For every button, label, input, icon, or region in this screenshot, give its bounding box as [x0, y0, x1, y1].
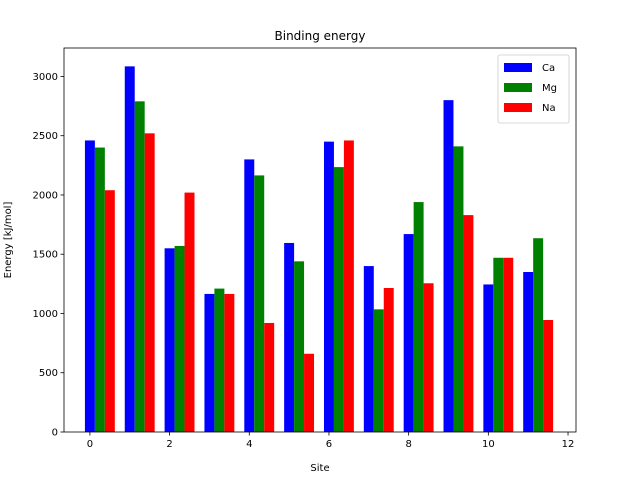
x-tick-label-4: 4	[246, 439, 252, 450]
bar-na-site-7	[383, 288, 394, 432]
bar-na-site-1	[144, 133, 155, 433]
bar-mg-site-7	[373, 309, 384, 432]
legend-swatch-mg	[504, 83, 532, 92]
bar-na-site-2	[184, 192, 195, 432]
bar-ca-site-0	[84, 140, 95, 432]
bar-ca-site-6	[323, 141, 334, 432]
y-tick-label-1000: 1000	[33, 309, 58, 320]
y-tick-label-500: 500	[39, 368, 58, 379]
bar-ca-site-8	[403, 234, 414, 432]
bar-na-site-9	[463, 215, 474, 432]
y-tick-label-2000: 2000	[33, 190, 58, 201]
bar-mg-site-0	[94, 147, 105, 433]
bar-na-site-4	[264, 322, 275, 432]
legend-swatch-na	[504, 103, 532, 112]
bar-mg-site-1	[134, 101, 145, 432]
x-tick-label-12: 12	[562, 439, 575, 450]
axes-frame	[63, 47, 577, 433]
bar-na-site-5	[304, 353, 315, 432]
bar-ca-site-1	[124, 66, 135, 433]
bar-na-site-11	[543, 320, 554, 432]
bar-mg-site-2	[174, 245, 185, 432]
bar-na-site-6	[343, 140, 354, 432]
bar-na-site-10	[503, 257, 514, 432]
bar-na-site-3	[224, 293, 235, 432]
bar-mg-site-10	[493, 257, 504, 432]
bar-mg-site-3	[214, 288, 225, 432]
y-axis-label: Energy [kJ/mol]	[3, 202, 14, 279]
legend-swatch-ca	[504, 63, 532, 72]
bar-ca-site-4	[244, 159, 255, 432]
x-tick-label-2: 2	[166, 439, 172, 450]
x-tick-label-6: 6	[326, 439, 332, 450]
bar-ca-site-2	[164, 248, 175, 432]
bar-mg-site-8	[413, 202, 424, 432]
y-tick-label-0: 0	[52, 428, 58, 439]
bar-mg-site-11	[533, 238, 544, 432]
bar-mg-site-4	[254, 175, 265, 432]
y-tick-label-2500: 2500	[33, 131, 58, 142]
bar-na-site-8	[423, 283, 434, 432]
chart-title: Binding energy	[275, 29, 366, 43]
legend-label-na: Na	[542, 103, 556, 114]
bar-mg-site-5	[294, 261, 305, 432]
bar-ca-site-10	[483, 284, 494, 432]
legend: Ca Mg Na	[497, 54, 570, 124]
legend-label-mg: Mg	[542, 83, 557, 94]
bar-ca-site-11	[523, 272, 534, 432]
y-tick-label-3000: 3000	[33, 72, 58, 83]
plot-area: 0 2 4 6 8 10 12 0 500 1000 1500 2000 2500 3000	[33, 47, 577, 450]
bar-ca-site-9	[443, 100, 454, 433]
x-tick-label-10: 10	[482, 439, 495, 450]
bar-mg-site-6	[333, 167, 344, 432]
y-tick-label-1500: 1500	[33, 250, 58, 261]
bar-ca-site-3	[204, 293, 215, 432]
x-axis-label: Site	[310, 463, 329, 474]
x-tick-label-8: 8	[405, 439, 411, 450]
bar-ca-site-7	[363, 266, 374, 432]
x-tick-label-0: 0	[87, 439, 93, 450]
bar-na-site-0	[104, 190, 115, 432]
bar-ca-site-5	[284, 242, 295, 432]
legend-label-ca: Ca	[542, 63, 555, 74]
bar-mg-site-9	[453, 146, 464, 433]
